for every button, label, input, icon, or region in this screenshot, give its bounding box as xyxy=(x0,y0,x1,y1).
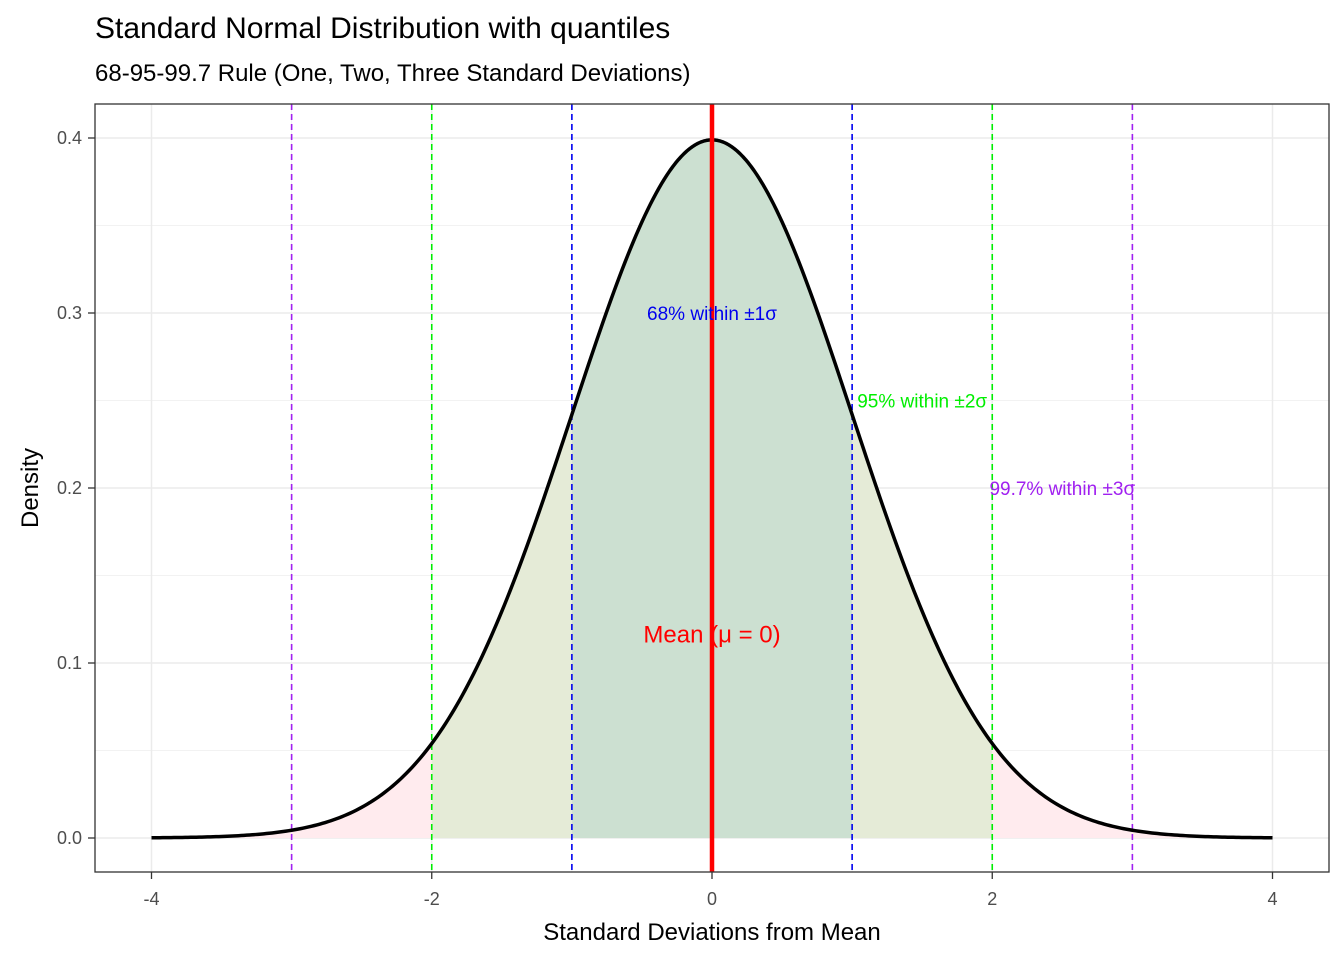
x-tick-label: 0 xyxy=(707,889,717,909)
chart-subtitle: 68-95-99.7 Rule (One, Two, Three Standar… xyxy=(95,60,691,87)
x-axis-title: Standard Deviations from Mean xyxy=(543,919,881,946)
y-tick-label: 0.0 xyxy=(57,828,82,848)
annotation-label: 95% within ±2σ xyxy=(857,392,987,413)
annotation-label: 99.7% within ±3σ xyxy=(989,479,1135,500)
y-tick-label: 0.3 xyxy=(57,303,82,323)
axis-layer: -4 -2 0 2 4 0.0 0.1 0.2 0.3 0.4 xyxy=(57,128,1278,909)
x-tick-label: 4 xyxy=(1267,889,1277,909)
annotation-label: 68% within ±1σ xyxy=(647,304,777,325)
x-tick-label: -2 xyxy=(424,889,440,909)
x-tick-label: 2 xyxy=(987,889,997,909)
x-tick-label: -4 xyxy=(143,889,159,909)
y-tick-label: 0.2 xyxy=(57,478,82,498)
chart-title: Standard Normal Distribution with quanti… xyxy=(95,12,671,45)
annotation-label: Mean (μ = 0) xyxy=(643,621,780,648)
y-tick-label: 0.1 xyxy=(57,653,82,673)
y-axis-title: Density xyxy=(17,448,44,528)
y-tick-label: 0.4 xyxy=(57,128,82,148)
annot-layer: 68% within ±1σ 95% within ±2σ 99.7% within… xyxy=(643,304,1135,648)
